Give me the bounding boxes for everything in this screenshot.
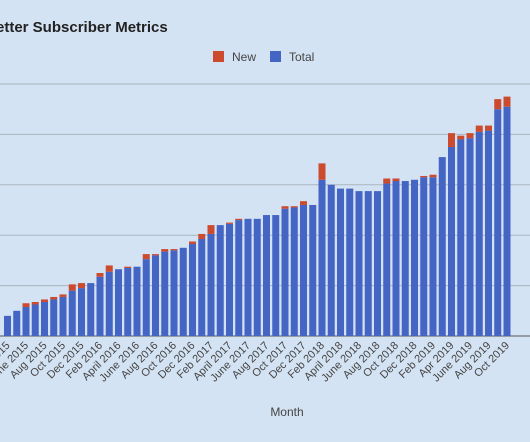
bar-total bbox=[374, 191, 381, 336]
bar-total bbox=[429, 177, 437, 336]
legend-label-total: Total bbox=[289, 50, 314, 64]
bar-total bbox=[244, 218, 252, 336]
bar-total bbox=[355, 191, 363, 336]
bar-total bbox=[337, 188, 344, 336]
bar-total bbox=[105, 271, 113, 336]
bar-new bbox=[152, 254, 159, 256]
bar-new bbox=[59, 294, 67, 297]
bar-total bbox=[503, 106, 511, 337]
bar-total bbox=[96, 276, 104, 336]
bar-new bbox=[105, 265, 113, 272]
bar-new bbox=[383, 178, 391, 184]
bar-total bbox=[327, 184, 335, 336]
bar-total bbox=[124, 267, 132, 336]
bar-new bbox=[466, 133, 474, 139]
bar-total bbox=[438, 157, 446, 336]
bar-total bbox=[448, 147, 455, 336]
legend-swatch-new bbox=[213, 51, 224, 62]
bar-total bbox=[50, 299, 58, 336]
bar-total bbox=[466, 138, 474, 336]
bar-new bbox=[300, 201, 307, 205]
bar-total bbox=[152, 255, 159, 336]
bar-new bbox=[494, 99, 502, 110]
bar-total bbox=[485, 130, 492, 336]
bar-new bbox=[457, 135, 465, 140]
bar-total bbox=[318, 179, 326, 336]
bar-total bbox=[41, 301, 48, 336]
bar-new bbox=[207, 225, 215, 234]
bar-total bbox=[235, 220, 243, 336]
bar-total bbox=[216, 225, 224, 336]
bar-new bbox=[124, 266, 132, 268]
bar-total bbox=[59, 296, 67, 336]
legend-swatch-total bbox=[270, 51, 281, 62]
bar-new bbox=[41, 299, 48, 302]
bar-new bbox=[420, 175, 428, 178]
bar-new bbox=[503, 96, 511, 107]
bar-new bbox=[281, 206, 289, 209]
bar-new bbox=[189, 241, 196, 245]
bar-new bbox=[226, 222, 233, 224]
legend: New Total bbox=[213, 50, 314, 64]
bar-total bbox=[115, 269, 122, 336]
bar-total bbox=[68, 290, 76, 336]
bar-total bbox=[207, 233, 215, 336]
bar-new bbox=[22, 303, 30, 308]
bar-total bbox=[13, 310, 21, 336]
bar-new bbox=[429, 174, 437, 178]
bar-new bbox=[475, 125, 483, 132]
bar-total bbox=[272, 215, 280, 336]
bar-total bbox=[309, 204, 317, 336]
bar-total bbox=[179, 247, 187, 336]
bar-new bbox=[78, 283, 85, 289]
bar-total bbox=[263, 215, 270, 336]
bar-total bbox=[133, 266, 141, 336]
bar-new bbox=[198, 233, 206, 239]
bar-new bbox=[235, 218, 243, 221]
bar-new bbox=[448, 133, 455, 147]
bar-new bbox=[50, 296, 58, 300]
bar-new bbox=[31, 301, 39, 305]
bar-total bbox=[170, 250, 178, 336]
x-axis-label: Month bbox=[270, 405, 303, 419]
bar-new bbox=[290, 206, 298, 208]
bar-new bbox=[170, 249, 178, 251]
bar-total bbox=[226, 223, 233, 336]
bar-total bbox=[290, 207, 298, 336]
bar-total bbox=[189, 244, 196, 336]
bar-total bbox=[87, 283, 95, 336]
bar-total bbox=[4, 315, 11, 336]
bar-total bbox=[475, 131, 483, 336]
bar-new bbox=[392, 178, 400, 182]
bars bbox=[4, 96, 511, 337]
bar-total bbox=[346, 188, 354, 336]
bar-total bbox=[364, 191, 372, 336]
bar-total bbox=[281, 208, 289, 336]
bar-new bbox=[485, 125, 492, 131]
bar-total bbox=[78, 288, 85, 336]
bar-new bbox=[318, 163, 326, 180]
bar-total bbox=[494, 109, 502, 336]
bar-new bbox=[68, 284, 76, 291]
bar-total bbox=[31, 304, 39, 336]
bar-total bbox=[392, 181, 400, 336]
bar-total bbox=[161, 251, 169, 336]
bar-new bbox=[161, 249, 169, 252]
legend-label-new: New bbox=[232, 50, 256, 64]
bar-total bbox=[198, 238, 206, 336]
bar-total bbox=[411, 179, 418, 336]
bar-total bbox=[420, 177, 428, 336]
bar-total bbox=[300, 204, 307, 336]
bar-total bbox=[142, 259, 150, 336]
bar-total bbox=[457, 139, 465, 336]
bar-new bbox=[96, 273, 104, 277]
bar-new bbox=[142, 254, 150, 260]
bar-total bbox=[22, 307, 30, 336]
chart-title: etter Subscriber Metrics bbox=[0, 19, 168, 36]
bar-total bbox=[401, 181, 409, 336]
bar-total bbox=[253, 218, 261, 336]
bar-total bbox=[383, 183, 391, 336]
